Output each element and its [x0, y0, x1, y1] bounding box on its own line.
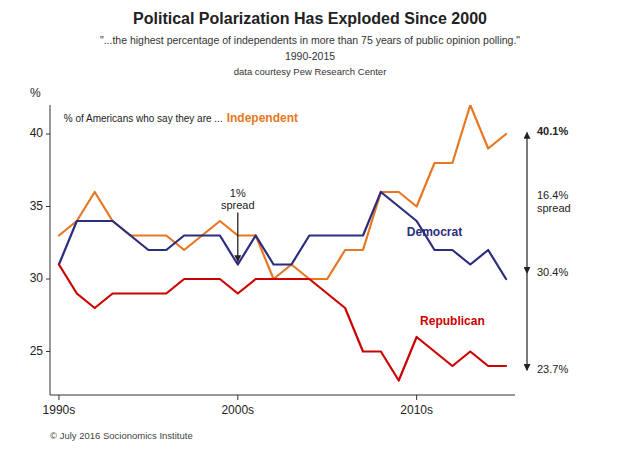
series-label: Independent — [227, 111, 298, 125]
y-tick — [46, 351, 50, 352]
series-line — [59, 192, 506, 279]
drop-arrow — [526, 273, 527, 370]
y-tick-label: 30 — [30, 271, 44, 285]
title: Political Polarization Has Exploded Sinc… — [133, 10, 487, 27]
chart: Political Polarization Has Exploded Sinc… — [0, 0, 620, 469]
x-axis — [50, 395, 515, 396]
series-line — [59, 265, 506, 381]
y-tick-label: 25 — [30, 344, 44, 358]
text-line: 16.4% — [537, 189, 568, 201]
y-axis-label: % — [30, 86, 41, 100]
series-label: Republican — [420, 314, 485, 328]
y-tick-label: 35 — [30, 199, 44, 213]
x-tick — [58, 395, 59, 400]
y-tick — [46, 279, 50, 280]
x-tick-label: 1990s — [43, 403, 76, 417]
y-tick — [46, 206, 50, 207]
y-tick-label: 40 — [30, 126, 44, 140]
end-label: 40.1% — [537, 125, 568, 137]
plot-lines — [59, 105, 506, 381]
x-tick — [416, 395, 417, 400]
footer: © July 2016 Socionomics Institute — [50, 430, 193, 441]
series-label: Democrat — [407, 225, 462, 239]
subtitle: "...the highest percentage of independen… — [100, 34, 520, 46]
text-line: spread — [537, 202, 571, 214]
y-tick — [46, 134, 50, 135]
annotation-arrow — [237, 213, 238, 262]
x-tick-label: 2010s — [400, 403, 433, 417]
subtitle: data courtesy Pew Research Center — [234, 66, 387, 77]
text-line: 1% — [230, 187, 246, 199]
spread-label: 16.4%spread — [537, 189, 571, 214]
x-tick-label: 2000s — [221, 403, 254, 417]
subtitle: 1990-2015 — [285, 50, 335, 62]
x-tick — [237, 395, 238, 400]
text-line: spread — [221, 199, 255, 211]
end-label: 23.7% — [537, 363, 568, 375]
series-line — [59, 105, 506, 279]
end-label: 30.4% — [537, 266, 568, 278]
annotation: 1%spread — [221, 187, 255, 211]
annotation: % of Americans who say they are ... — [64, 113, 223, 124]
spread-arrow — [526, 133, 527, 274]
